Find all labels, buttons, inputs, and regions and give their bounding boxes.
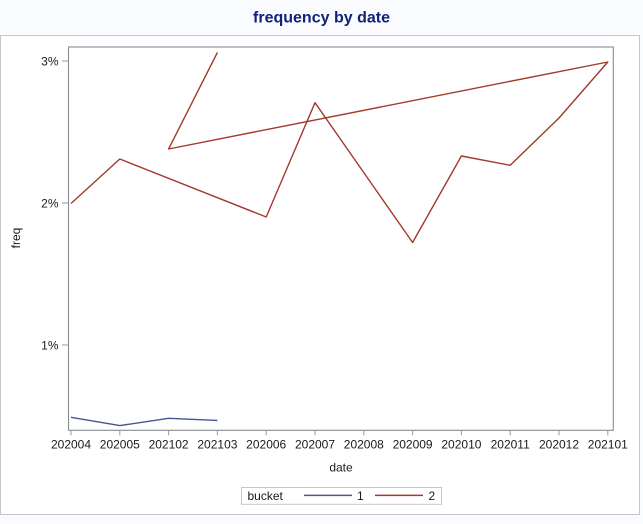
svg-text:202010: 202010 xyxy=(441,438,481,452)
svg-text:202008: 202008 xyxy=(344,438,384,452)
svg-text:202007: 202007 xyxy=(295,438,335,452)
svg-text:202004: 202004 xyxy=(51,438,91,452)
svg-text:202006: 202006 xyxy=(246,438,286,452)
svg-text:202009: 202009 xyxy=(393,438,433,452)
svg-text:1%: 1% xyxy=(41,338,59,352)
svg-text:1: 1 xyxy=(357,489,364,503)
svg-text:202012: 202012 xyxy=(539,438,579,452)
svg-text:3%: 3% xyxy=(41,54,59,68)
svg-text:2: 2 xyxy=(429,489,436,503)
svg-text:202103: 202103 xyxy=(197,438,237,452)
svg-text:202102: 202102 xyxy=(149,438,189,452)
svg-text:bucket: bucket xyxy=(248,489,284,503)
svg-text:freq: freq xyxy=(9,228,23,249)
svg-text:202101: 202101 xyxy=(588,438,628,452)
svg-text:202005: 202005 xyxy=(100,438,140,452)
svg-text:frequency by date: frequency by date xyxy=(253,10,390,27)
svg-text:2%: 2% xyxy=(41,196,59,210)
svg-text:202011: 202011 xyxy=(491,438,530,452)
svg-text:date: date xyxy=(329,460,353,474)
